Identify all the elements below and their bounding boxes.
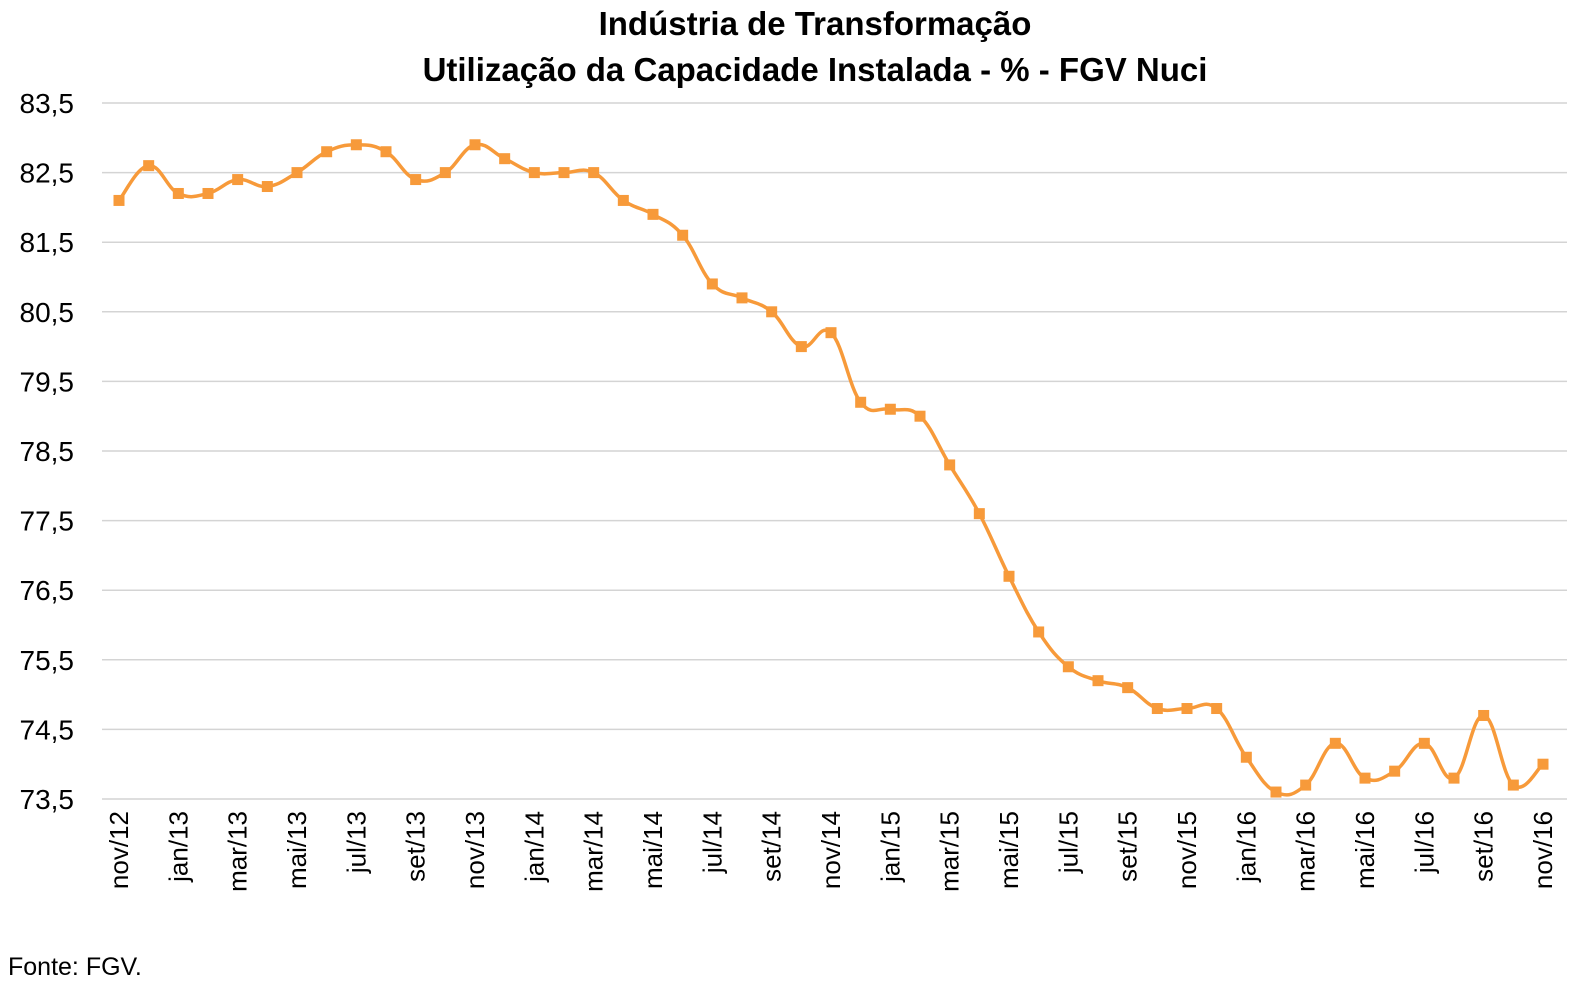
y-tick-label: 79,5 [20, 366, 75, 397]
y-tick-label: 76,5 [20, 575, 75, 606]
x-tick-label: jul/13 [341, 811, 371, 874]
data-point [1537, 758, 1549, 770]
data-point [469, 139, 481, 151]
data-point [1151, 703, 1163, 715]
data-point [499, 153, 511, 165]
data-point [944, 459, 956, 471]
data-point [1329, 737, 1341, 749]
x-tick-label: mar/15 [935, 811, 965, 892]
data-point [113, 194, 125, 206]
data-point [202, 187, 214, 199]
x-tick-label: nov/13 [460, 811, 490, 889]
x-tick-label: nov/16 [1528, 811, 1558, 889]
data-point [172, 187, 184, 199]
data-point [617, 194, 629, 206]
x-tick-label: jul/15 [1053, 811, 1083, 874]
chart-title-line-1: Indústria de Transformação [599, 5, 1032, 42]
y-tick-label: 80,5 [20, 297, 75, 328]
data-point [528, 167, 540, 179]
x-tick-label: mar/16 [1291, 811, 1321, 892]
data-point [1211, 703, 1223, 715]
y-tick-label: 82,5 [20, 158, 75, 189]
x-tick-label: jan/13 [163, 811, 193, 883]
y-tick-label: 83,5 [20, 88, 75, 119]
data-point [1062, 661, 1074, 673]
data-point [1270, 786, 1282, 798]
data-point [706, 278, 718, 290]
data-point [439, 167, 451, 179]
x-tick-label: jul/16 [1409, 811, 1439, 874]
data-point [795, 341, 807, 353]
data-point [973, 508, 985, 520]
x-tick-label: jan/14 [519, 811, 549, 883]
data-point [1240, 751, 1252, 763]
data-point [321, 146, 333, 158]
source-note: Fonte: FGV. [8, 953, 142, 981]
y-tick-label: 78,5 [20, 436, 75, 467]
data-point [1181, 703, 1193, 715]
data-point [1507, 779, 1519, 791]
x-tick-label: mai/15 [994, 811, 1024, 889]
data-point [1418, 737, 1430, 749]
x-tick-label: mai/14 [638, 811, 668, 889]
data-point [410, 174, 422, 186]
data-point [380, 146, 392, 158]
y-tick-label: 77,5 [20, 506, 75, 537]
data-point [558, 167, 570, 179]
x-tick-label: jan/16 [1231, 811, 1261, 883]
x-tick-label: set/16 [1469, 811, 1499, 882]
chart-title-line-2: Utilização da Capacidade Instalada - % -… [423, 51, 1208, 88]
data-point [1448, 772, 1460, 784]
series-markers [113, 139, 1549, 798]
y-axis: 83,5 82,5 81,5 80,5 79,5 78,5 77,5 76,5 75,5 74,5… [20, 88, 75, 815]
y-tick-label: 74,5 [20, 714, 75, 745]
data-point [1122, 682, 1134, 694]
data-point [766, 306, 778, 318]
data-point [677, 229, 689, 241]
data-point [1092, 675, 1104, 687]
x-tick-label: jan/15 [875, 811, 905, 883]
data-point [825, 327, 837, 339]
y-tick-label: 75,5 [20, 645, 75, 676]
x-tick-label: nov/15 [1172, 811, 1202, 889]
x-axis: nov/12 jan/13 mar/13 mai/13 jul/13 set/13 nov/… [104, 811, 1558, 892]
data-point [736, 292, 748, 304]
data-point [588, 167, 600, 179]
x-tick-label: set/14 [757, 811, 787, 882]
data-point [1033, 626, 1045, 638]
data-point [1003, 570, 1015, 582]
x-tick-label: mar/13 [223, 811, 253, 892]
data-point [884, 403, 896, 415]
x-tick-label: nov/12 [104, 811, 134, 889]
x-tick-label: mar/14 [579, 811, 609, 892]
x-tick-label: set/13 [401, 811, 431, 882]
x-tick-label: set/15 [1113, 811, 1143, 882]
x-tick-label: jul/14 [697, 811, 727, 874]
y-tick-label: 81,5 [20, 227, 75, 258]
data-point [1389, 765, 1401, 777]
data-point [914, 410, 926, 422]
data-point [1478, 709, 1490, 721]
data-point [647, 208, 659, 220]
gridlines [102, 102, 1567, 800]
data-point [350, 139, 362, 151]
x-tick-label: mai/13 [282, 811, 312, 889]
x-tick-label: mai/16 [1350, 811, 1380, 889]
data-point [1300, 779, 1312, 791]
data-point [855, 396, 867, 408]
x-tick-label: nov/14 [816, 811, 846, 889]
data-point [1359, 772, 1371, 784]
data-point [143, 160, 155, 172]
y-tick-label: 73,5 [20, 784, 75, 815]
data-point [291, 167, 303, 179]
data-point [232, 174, 244, 186]
data-point [261, 181, 273, 193]
